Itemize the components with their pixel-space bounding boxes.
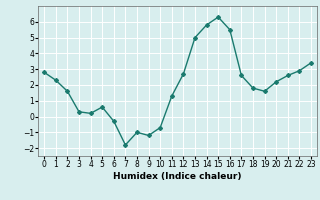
X-axis label: Humidex (Indice chaleur): Humidex (Indice chaleur) xyxy=(113,172,242,181)
